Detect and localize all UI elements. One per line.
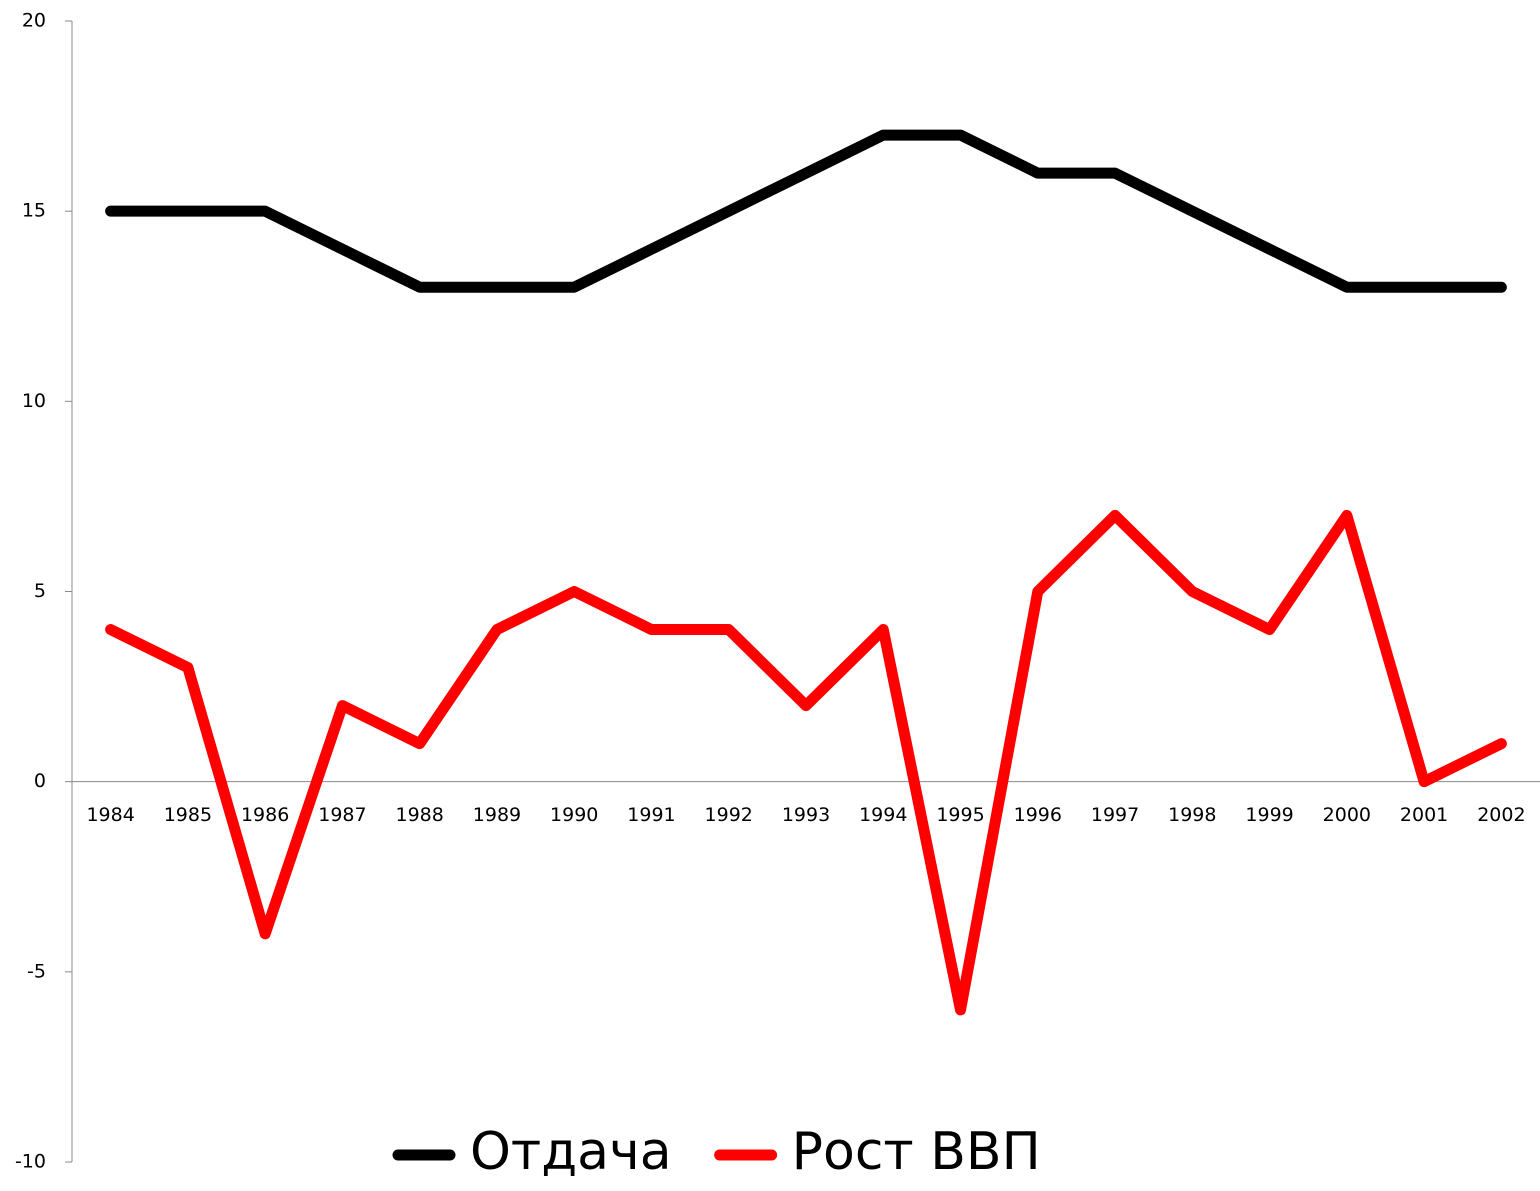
- y-tick-label: 15: [22, 200, 46, 222]
- y-tick-label: 0: [34, 770, 46, 792]
- x-tick-label: 1985: [164, 804, 212, 826]
- series-line: [105, 509, 1507, 1016]
- x-tick-label: 2002: [1477, 804, 1525, 826]
- x-tick-label: 2000: [1323, 804, 1371, 826]
- x-tick-label: 1987: [318, 804, 366, 826]
- x-tick-label: 1994: [859, 804, 907, 826]
- x-tick-label: 1992: [705, 804, 753, 826]
- x-tick-label: 1984: [86, 804, 134, 826]
- x-tick-label: 1996: [1014, 804, 1062, 826]
- x-tick-label: 2001: [1400, 804, 1448, 826]
- y-tick-label: 10: [22, 390, 46, 412]
- x-tick-label: 1986: [241, 804, 289, 826]
- x-tick-label: 1990: [550, 804, 598, 826]
- x-tick-label: 1999: [1245, 804, 1293, 826]
- y-tick-label: -5: [27, 960, 46, 982]
- series-line: [105, 129, 1507, 293]
- x-tick-label: 1995: [936, 804, 984, 826]
- y-tick-label: 20: [22, 10, 46, 32]
- x-tick-label: 1993: [782, 804, 830, 826]
- legend-label: Рост ВВП: [792, 1122, 1041, 1182]
- x-tick-label: 1988: [396, 804, 444, 826]
- x-tick-label: 1997: [1091, 804, 1139, 826]
- y-tick-label: 5: [34, 580, 46, 602]
- x-tick-label: 1991: [627, 804, 675, 826]
- x-tick-label: 1989: [473, 804, 521, 826]
- legend-label: Отдача: [470, 1122, 672, 1182]
- x-tick-label: 1998: [1168, 804, 1216, 826]
- y-tick-label: -10: [15, 1151, 46, 1173]
